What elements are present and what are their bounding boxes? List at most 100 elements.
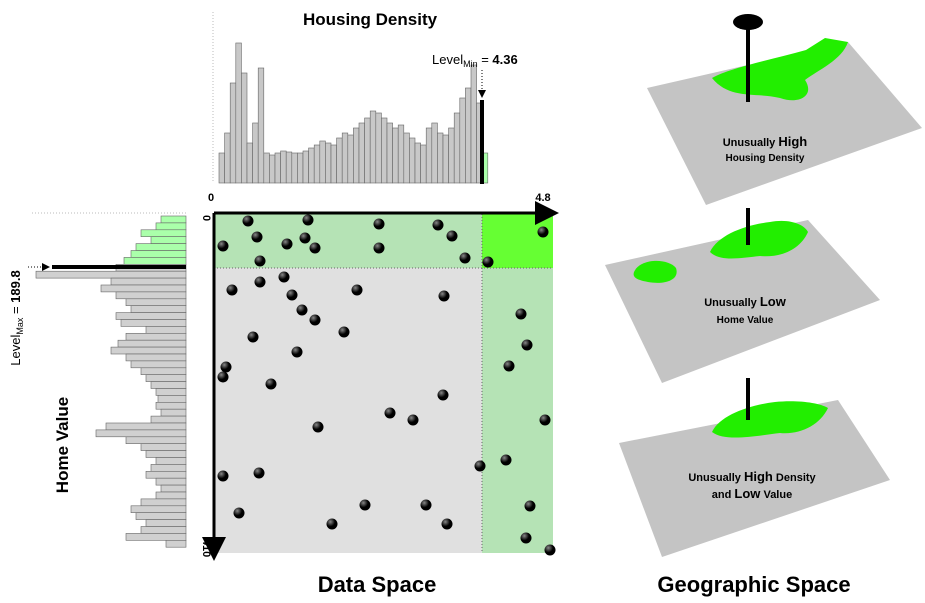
histogram-bar (160, 408, 187, 417)
histogram-bar (135, 512, 187, 520)
map-layer: Unusually High Housing Density (647, 14, 922, 205)
x-min-label: 0 (208, 192, 214, 204)
data-point (247, 331, 259, 343)
histogram-bar (218, 152, 225, 184)
data-point (338, 326, 350, 338)
level-equals: = (478, 52, 493, 67)
level-prefix: Level (432, 52, 463, 67)
histogram-bar (465, 87, 472, 184)
histogram-bar (135, 243, 187, 251)
map-plane (619, 400, 890, 557)
pole-top (733, 14, 763, 30)
data-point (537, 226, 549, 238)
data-point (500, 454, 512, 466)
data-point (437, 389, 449, 401)
label-part: Density (773, 472, 817, 484)
data-point (299, 232, 311, 244)
histogram-bar (442, 134, 449, 184)
histogram-bar (115, 312, 187, 320)
histogram-bar (241, 72, 248, 184)
histogram-bar (336, 137, 343, 184)
histogram-bar (140, 498, 187, 507)
histogram-bar (150, 415, 187, 424)
histogram-bar (155, 222, 187, 231)
label-part: Value (760, 489, 792, 501)
data-points (217, 214, 556, 556)
histogram-bar (110, 277, 187, 286)
histogram-bar (100, 284, 187, 293)
data-point (438, 290, 450, 302)
histogram-bar (252, 122, 259, 184)
histogram-bar (330, 144, 337, 184)
histogram-bar (224, 132, 231, 184)
histogram-bar (140, 443, 187, 451)
histogram-bar (414, 142, 421, 184)
x-axis-title: Housing Density (303, 10, 438, 29)
data-point (286, 289, 298, 301)
histogram-bar (319, 140, 326, 184)
histogram-bar (165, 539, 187, 548)
data-point (407, 414, 419, 426)
histogram-bar (353, 127, 360, 184)
histogram-bar (160, 484, 187, 493)
histogram-bar (409, 137, 416, 184)
histogram-bar (229, 82, 237, 184)
y-axis-title: Home Value (53, 397, 72, 493)
data-point (296, 304, 308, 316)
level-prefix: Level (8, 335, 23, 366)
density-histogram (218, 42, 489, 184)
geographic-space-title: Geographic Space (657, 572, 850, 597)
histogram-bar (125, 436, 187, 444)
panel-label: Home Value (717, 315, 774, 326)
histogram-bar (420, 144, 427, 184)
histogram-bar (130, 505, 187, 513)
histogram-bar (157, 395, 187, 403)
data-point (309, 314, 321, 326)
data-point (265, 378, 277, 390)
histogram-bar (140, 526, 187, 534)
data-space-title: Data Space (318, 572, 437, 597)
label-emphasis: Low (734, 486, 761, 501)
label-emphasis: Low (760, 294, 787, 309)
panel-label: Housing Density (726, 153, 805, 164)
level-equals: = (8, 303, 23, 318)
histogram-bar (145, 519, 187, 527)
histogram-bar (145, 470, 187, 479)
histogram-bar (459, 97, 466, 184)
histogram-bar (285, 151, 293, 184)
histogram-bar (155, 388, 187, 396)
histogram-bar (160, 215, 187, 224)
histogram-bar (397, 124, 405, 184)
data-point (217, 470, 229, 482)
histogram-bar (117, 339, 187, 348)
histogram-bar (110, 346, 187, 355)
data-point (254, 255, 266, 267)
histogram-bar (155, 457, 187, 465)
level-subscript: Max (15, 317, 25, 335)
map-region (633, 260, 677, 283)
histogram-bar (448, 127, 455, 184)
data-point (254, 276, 266, 288)
histogram-bar (291, 152, 298, 184)
histogram-bar (115, 291, 187, 300)
label-part: Unusually (704, 297, 760, 309)
label-emphasis: High (778, 134, 807, 149)
histogram-bar (155, 401, 187, 410)
histogram-bar (470, 64, 477, 184)
histogram-bar (155, 477, 187, 486)
data-point (520, 532, 532, 544)
data-point (251, 231, 263, 243)
data-point (503, 360, 515, 372)
data-point (539, 414, 551, 426)
histogram-bar (246, 142, 253, 184)
panel-label: Unusually Low (704, 294, 787, 309)
histogram-bar (145, 450, 187, 458)
histogram-bar (308, 147, 315, 184)
histogram-bar (453, 112, 461, 184)
data-point (242, 215, 254, 227)
histogram-bar (35, 270, 187, 279)
histogram-bar (125, 353, 187, 362)
histogram-bar (150, 464, 187, 472)
data-point (482, 256, 494, 268)
histogram-bar (280, 150, 287, 184)
